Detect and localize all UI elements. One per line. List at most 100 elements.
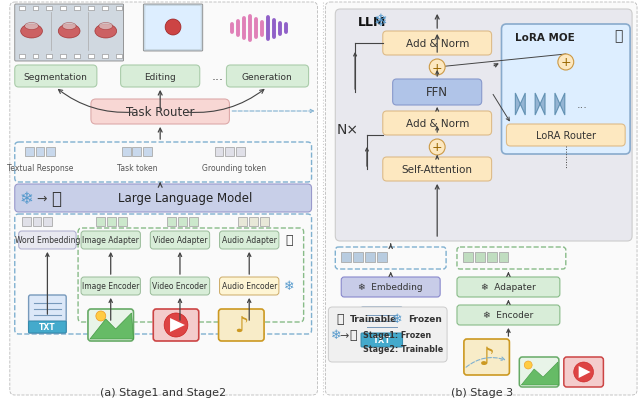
Text: Video Adapter: Video Adapter xyxy=(153,236,207,245)
Bar xyxy=(19,55,25,59)
Text: →: → xyxy=(36,192,47,205)
Circle shape xyxy=(558,55,573,71)
Text: Large Language Model: Large Language Model xyxy=(118,192,252,205)
Bar xyxy=(377,252,387,262)
Text: ❄: ❄ xyxy=(374,12,388,30)
Bar xyxy=(463,252,473,262)
Bar xyxy=(486,252,497,262)
FancyBboxPatch shape xyxy=(464,339,509,375)
Bar xyxy=(249,217,258,227)
Ellipse shape xyxy=(58,25,80,39)
Text: LoRA MOE: LoRA MOE xyxy=(515,33,575,43)
Polygon shape xyxy=(90,313,134,339)
FancyBboxPatch shape xyxy=(335,10,632,241)
FancyBboxPatch shape xyxy=(29,321,66,333)
Bar xyxy=(47,148,55,157)
Bar xyxy=(116,55,122,59)
Bar xyxy=(74,55,80,59)
FancyBboxPatch shape xyxy=(328,307,447,362)
FancyBboxPatch shape xyxy=(15,5,124,62)
Circle shape xyxy=(429,60,445,76)
FancyBboxPatch shape xyxy=(383,112,492,136)
Text: (a) Stage1 and Stage2: (a) Stage1 and Stage2 xyxy=(100,387,226,397)
Text: ❄: ❄ xyxy=(392,313,403,326)
Text: ❄: ❄ xyxy=(284,280,294,293)
Text: +: + xyxy=(432,141,442,154)
FancyBboxPatch shape xyxy=(10,3,317,395)
Text: Frozen: Frozen xyxy=(408,315,442,324)
Bar xyxy=(33,55,38,59)
Bar xyxy=(236,148,245,157)
Bar xyxy=(178,217,187,227)
Bar xyxy=(102,55,108,59)
Text: Word Embedding: Word Embedding xyxy=(15,236,80,245)
Bar xyxy=(475,252,484,262)
FancyBboxPatch shape xyxy=(153,309,199,341)
Bar xyxy=(341,252,351,262)
Bar xyxy=(96,217,105,227)
Text: Segmentation: Segmentation xyxy=(24,72,87,81)
FancyBboxPatch shape xyxy=(145,7,201,50)
FancyBboxPatch shape xyxy=(29,295,66,333)
Text: Editing: Editing xyxy=(144,72,176,81)
Text: +: + xyxy=(561,57,571,69)
Text: 🔥: 🔥 xyxy=(349,329,357,342)
Text: ...: ... xyxy=(577,100,588,110)
Polygon shape xyxy=(555,94,565,116)
FancyBboxPatch shape xyxy=(143,5,203,52)
Text: Task token: Task token xyxy=(117,164,157,173)
Text: ❄: ❄ xyxy=(20,190,33,207)
Text: Generation: Generation xyxy=(242,72,292,81)
Bar xyxy=(36,148,44,157)
Text: ...: ... xyxy=(212,70,223,83)
Text: ❄  Encoder: ❄ Encoder xyxy=(483,311,534,320)
Circle shape xyxy=(164,313,188,337)
Text: ♪: ♪ xyxy=(234,315,248,335)
Circle shape xyxy=(96,311,106,321)
Text: Task Router: Task Router xyxy=(126,105,195,118)
Bar xyxy=(102,7,108,11)
Bar xyxy=(365,252,375,262)
Text: TXT: TXT xyxy=(372,336,391,344)
Bar xyxy=(238,217,247,227)
Text: Add & Norm: Add & Norm xyxy=(406,119,469,129)
Bar xyxy=(47,55,52,59)
FancyBboxPatch shape xyxy=(150,277,210,295)
FancyBboxPatch shape xyxy=(218,309,264,341)
Text: Stage2: Trainable: Stage2: Trainable xyxy=(363,344,444,354)
Text: ♪: ♪ xyxy=(479,345,495,369)
Bar xyxy=(499,252,508,262)
Text: 🔥: 🔥 xyxy=(614,29,623,43)
Circle shape xyxy=(524,361,532,369)
FancyBboxPatch shape xyxy=(506,125,625,147)
Polygon shape xyxy=(170,318,185,332)
FancyBboxPatch shape xyxy=(88,309,134,341)
Text: ❄  Embedding: ❄ Embedding xyxy=(358,283,423,292)
FancyBboxPatch shape xyxy=(15,66,97,88)
Polygon shape xyxy=(522,362,559,385)
Bar xyxy=(60,7,66,11)
Bar xyxy=(143,148,152,157)
Text: Self-Attention: Self-Attention xyxy=(402,164,473,174)
Bar xyxy=(353,252,363,262)
Text: ❄  Adapater: ❄ Adapater xyxy=(481,283,536,292)
Bar xyxy=(118,217,127,227)
FancyBboxPatch shape xyxy=(15,184,312,213)
Text: Video Encoder: Video Encoder xyxy=(152,282,207,291)
FancyBboxPatch shape xyxy=(227,66,308,88)
Text: Stage1: Frozen: Stage1: Frozen xyxy=(363,331,431,340)
FancyBboxPatch shape xyxy=(519,357,559,387)
Bar xyxy=(214,148,223,157)
Ellipse shape xyxy=(95,25,116,39)
Bar xyxy=(25,148,33,157)
FancyBboxPatch shape xyxy=(393,80,482,106)
FancyBboxPatch shape xyxy=(341,277,440,297)
Bar xyxy=(60,55,66,59)
FancyBboxPatch shape xyxy=(81,231,140,249)
Bar xyxy=(260,217,269,227)
Ellipse shape xyxy=(62,23,76,30)
Circle shape xyxy=(429,140,445,156)
FancyBboxPatch shape xyxy=(19,231,76,249)
Bar xyxy=(225,148,234,157)
Text: (b) Stage 3: (b) Stage 3 xyxy=(451,387,513,397)
